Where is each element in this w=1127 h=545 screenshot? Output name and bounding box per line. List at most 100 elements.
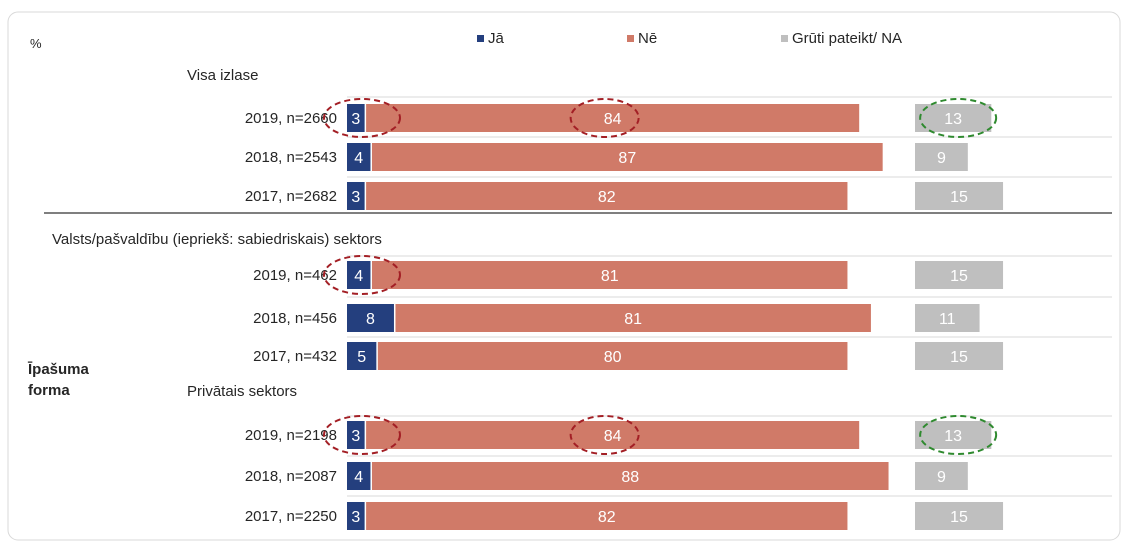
bar-ne (366, 104, 860, 132)
unit-label: % (30, 36, 42, 51)
value-label-na: 13 (944, 111, 962, 128)
group-1: Visa izlase 2019, n=2660 3 84 13 2018, n=2543… (187, 67, 1004, 210)
bar-ja (347, 462, 371, 490)
legend-label: Grūti pateikt/ NA (792, 30, 902, 47)
row-label: 2017, n=2682 (245, 188, 337, 205)
row-label: 2018, n=2543 (245, 149, 337, 166)
row-label: 2019, n=462 (253, 267, 337, 284)
group-2: Valsts/pašvaldību (iepriekš: sabiedriska… (52, 231, 1004, 370)
value-label-na: 13 (944, 428, 962, 445)
bar-ne (395, 304, 871, 332)
legend-label: Jā (488, 30, 505, 47)
group-3: Privātais sektors 2019, n=2198 3 84 13 2018, … (187, 383, 1004, 530)
bar-na (915, 261, 1004, 289)
bar-ne (366, 502, 848, 530)
highlight-ja (323, 98, 401, 138)
legend-swatch (627, 35, 634, 42)
value-label-ne: 80 (604, 349, 622, 366)
bar-ne (371, 462, 889, 490)
dimension-label-line-2: forma (28, 382, 70, 399)
value-label-ne: 82 (598, 189, 616, 206)
row-2017-n-432: 2017, n=432 5 80 15 (253, 342, 1004, 370)
value-label-ja: 3 (351, 111, 360, 128)
bar-na (915, 143, 968, 171)
bar-ne (371, 143, 883, 171)
row-2019-n-2660: 2019, n=2660 3 84 13 (245, 98, 998, 138)
highlight-ne (569, 98, 640, 138)
bar-ja (347, 342, 377, 370)
bar-na (915, 104, 992, 132)
group-title: Valsts/pašvaldību (iepriekš: sabiedriska… (52, 231, 382, 248)
value-label-ja: 3 (351, 189, 360, 206)
highlight-ja (323, 415, 401, 455)
bar-ja (347, 502, 365, 530)
value-label-ne: 81 (601, 268, 619, 285)
row-2017-n-2250: 2017, n=2250 3 82 15 (245, 502, 1004, 530)
row-2018-n-2087: 2018, n=2087 4 88 9 (245, 462, 968, 490)
bar-ja (347, 143, 371, 171)
row-2018-n-2543: 2018, n=2543 4 87 9 (245, 143, 968, 171)
value-label-ne: 84 (604, 428, 622, 445)
row-label: 2019, n=2660 (245, 110, 337, 127)
bar-na (915, 342, 1004, 370)
value-label-na: 15 (950, 349, 968, 366)
highlight-ne (569, 415, 640, 455)
value-label-ne: 87 (618, 150, 636, 167)
value-label-ja: 8 (366, 311, 375, 328)
row-label: 2018, n=2087 (245, 468, 337, 485)
group-title: Privātais sektors (187, 383, 297, 400)
value-label-ne: 81 (624, 311, 642, 328)
group-title: Visa izlase (187, 67, 258, 84)
value-label-na: 11 (939, 311, 956, 328)
row-label: 2017, n=2250 (245, 508, 337, 525)
value-label-ja: 5 (357, 349, 366, 366)
bar-na (915, 304, 980, 332)
legend-swatch (477, 35, 484, 42)
value-label-na: 15 (950, 268, 968, 285)
row-label: 2019, n=2198 (245, 427, 337, 444)
bar-ne (371, 261, 848, 289)
gridlines (44, 96, 1112, 497)
value-label-ja: 3 (351, 509, 360, 526)
highlight-ja (323, 255, 401, 295)
legend-swatch (781, 35, 788, 42)
value-label-ne: 88 (621, 469, 639, 486)
row-label: 2017, n=432 (253, 348, 337, 365)
row-2017-n-2682: 2017, n=2682 3 82 15 (245, 182, 1004, 210)
highlight-na (919, 415, 998, 455)
dimension-label-line-1: Īpašuma (27, 361, 90, 378)
row-2019-n-2198: 2019, n=2198 3 84 13 (245, 415, 998, 455)
value-label-na: 15 (950, 509, 968, 526)
value-label-ja: 4 (354, 268, 363, 285)
bar-na (915, 182, 1004, 210)
value-label-ja: 4 (354, 150, 363, 167)
bar-ne (377, 342, 848, 370)
value-label-na: 15 (950, 189, 968, 206)
legend: Jā Nē Grūti pateikt/ NA (477, 30, 902, 47)
legend-entry-3: Grūti pateikt/ NA (781, 30, 902, 47)
bar-na (915, 421, 992, 449)
row-label: 2018, n=456 (253, 310, 337, 327)
value-label-ne: 82 (598, 509, 616, 526)
bar-ja (347, 261, 371, 289)
bar-na (915, 462, 968, 490)
value-label-na: 9 (937, 469, 946, 486)
highlight-na (919, 98, 998, 138)
bar-ja (347, 421, 365, 449)
bar-ne (366, 421, 860, 449)
bar-ja (347, 182, 365, 210)
legend-entry-2: Nē (627, 30, 657, 47)
value-label-ja: 3 (351, 428, 360, 445)
value-label-ja: 4 (354, 469, 363, 486)
bar-na (915, 502, 1004, 530)
value-label-ne: 84 (604, 111, 622, 128)
bar-ne (366, 182, 848, 210)
legend-entry-1: Jā (477, 30, 505, 47)
row-2019-n-462: 2019, n=462 4 81 15 (253, 255, 1004, 295)
bar-ja (347, 304, 394, 332)
bar-ja (347, 104, 365, 132)
value-label-na: 9 (937, 150, 946, 167)
legend-label: Nē (638, 30, 657, 47)
